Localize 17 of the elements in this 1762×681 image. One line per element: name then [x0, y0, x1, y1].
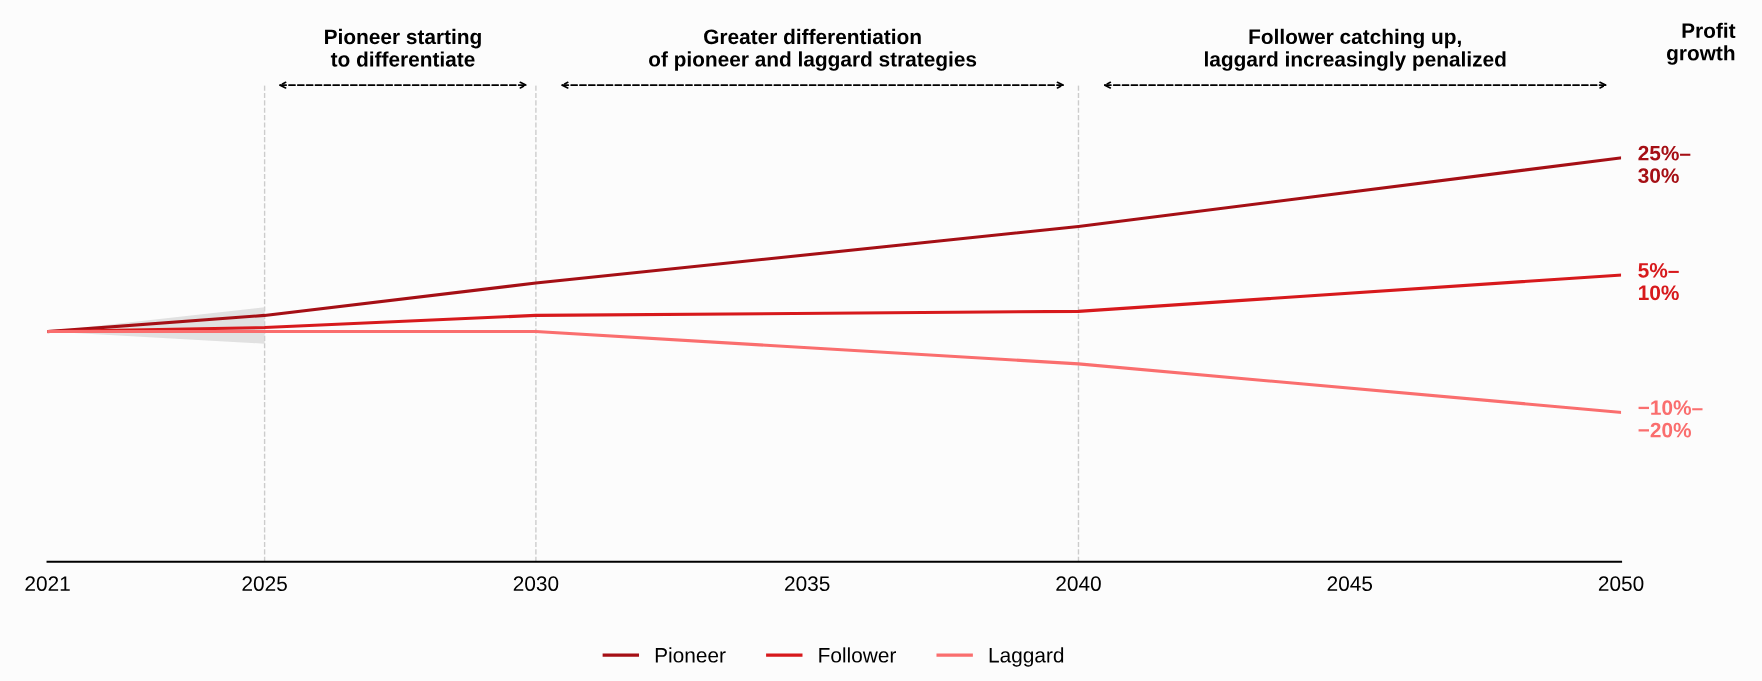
legend-label: Laggard — [989, 647, 1064, 667]
x-tick-label: 2050 — [1598, 576, 1644, 592]
text: 5%– 10% — [1638, 263, 1679, 301]
text: Greater differentiation of pioneer and laggard strategies — [649, 28, 977, 71]
x-tick-label: 2025 — [242, 576, 287, 592]
text: Profit growth — [1667, 22, 1736, 65]
x-tick-label: 2021 — [25, 576, 70, 592]
x-tick-label: 2035 — [785, 576, 830, 592]
x-tick-label: 2045 — [1327, 576, 1373, 592]
text: Follower catching up, laggard increasingly penalized — [1204, 28, 1506, 71]
legend-label: Pioneer — [655, 647, 726, 663]
x-tick-label: 2040 — [1056, 576, 1101, 592]
text: Pioneer starting to differentiate — [325, 28, 481, 67]
text: 25%– 30% — [1638, 145, 1691, 184]
x-tick-label: 2030 — [513, 576, 559, 592]
text: −10%– −20% — [1638, 400, 1703, 438]
legend-label: Follower — [819, 647, 896, 663]
